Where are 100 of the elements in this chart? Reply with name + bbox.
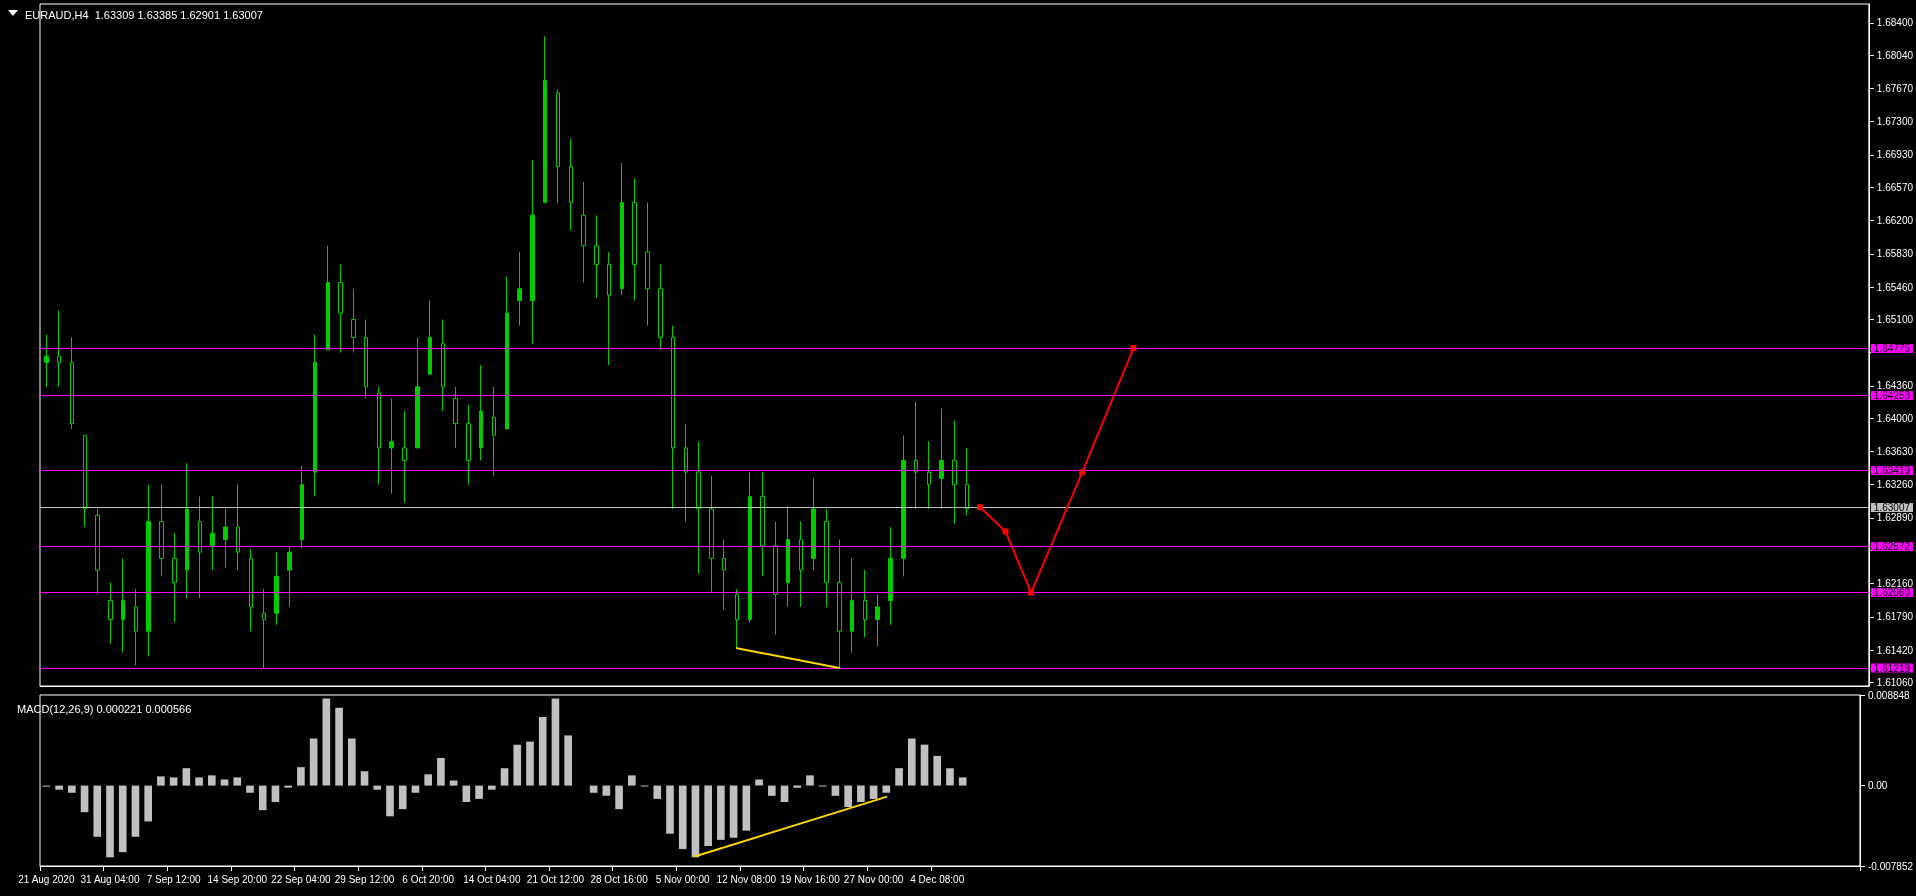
candlestick: [83, 434, 87, 528]
candlestick: [684, 423, 688, 523]
bar: [538, 716, 547, 786]
bar: [653, 785, 662, 799]
candlestick: [466, 404, 471, 486]
bar: [297, 767, 305, 786]
x-tick-label: 28 Oct 16:00: [590, 873, 649, 885]
candlestick: [581, 181, 586, 284]
candlestick: [428, 300, 432, 375]
point: [1079, 469, 1086, 476]
candlestick: [338, 264, 343, 354]
candlestick: [671, 325, 675, 510]
bar: [424, 774, 432, 786]
candlestick: [645, 202, 650, 327]
bar: [322, 698, 331, 786]
ref-line-label: 1.62060: [1873, 587, 1911, 599]
bar: [118, 785, 127, 853]
y-tick-label: 1.65830: [1876, 248, 1914, 260]
x-tick-label: 14 Oct 04:00: [463, 873, 521, 885]
candlestick: [159, 484, 164, 577]
bar: [844, 785, 852, 808]
candlestick: [441, 318, 445, 412]
bar: [920, 744, 929, 786]
y-tick-label: 1.66930: [1876, 149, 1914, 161]
y-tick-label: 1.65460: [1876, 281, 1914, 293]
candlestick: [351, 288, 356, 354]
bar: [564, 735, 572, 786]
y-tick-label: 1.63630: [1876, 445, 1914, 457]
x-tick-label: 7 Sep 12:00: [146, 873, 202, 885]
candlestick: [607, 251, 611, 366]
candlestick: [888, 526, 893, 626]
bar: [462, 785, 471, 802]
bar: [195, 777, 203, 786]
bar: [246, 785, 254, 793]
candlestick: [875, 593, 880, 647]
bar: [208, 775, 216, 786]
candlestick: [914, 401, 918, 510]
bar: [742, 785, 751, 831]
bar: [806, 775, 814, 786]
y-tick-label: 1.63260: [1876, 479, 1914, 491]
bar: [755, 779, 763, 786]
candlestick: [287, 545, 292, 608]
candlestick: [134, 588, 138, 666]
bar: [907, 738, 916, 786]
candlestick: [696, 441, 701, 575]
candlestick: [453, 386, 458, 449]
candlestick: [262, 588, 266, 669]
bar: [93, 785, 102, 837]
y-tick-label: 1.66570: [1876, 181, 1914, 193]
candlestick: [479, 364, 483, 461]
bar: [373, 785, 382, 790]
candlestick: [658, 264, 663, 351]
bar: [666, 785, 674, 834]
y-tick-label: 1.64000: [1876, 412, 1914, 424]
x-tick-label: 6 Oct 20:00: [402, 873, 455, 885]
candlestick: [108, 582, 113, 645]
bar: [309, 738, 318, 786]
candlestick: [44, 334, 49, 388]
candlestick: [517, 251, 522, 327]
candlestick: [620, 162, 624, 296]
text: MACD(12,26,9) 0.000221 0.000566: [17, 702, 192, 715]
bar: [933, 755, 942, 786]
candlestick: [952, 419, 957, 525]
candlestick: [185, 462, 189, 599]
candlestick: [722, 539, 726, 611]
ref-line-label: 1.62572: [1873, 541, 1911, 553]
bar: [958, 777, 967, 786]
candlestick: [377, 386, 381, 486]
candlestick: [236, 484, 240, 571]
candlestick: [326, 245, 330, 351]
y-tick-label: 1.61790: [1876, 611, 1914, 623]
candlestick: [530, 159, 535, 345]
candlestick: [95, 508, 100, 595]
y-tick-label: -0.007852: [1867, 860, 1914, 872]
candlestick: [837, 539, 842, 669]
bar: [717, 785, 725, 840]
bar: [258, 785, 267, 811]
bar: [335, 707, 343, 786]
bar: [220, 779, 229, 786]
bar: [386, 785, 394, 817]
point: [1002, 528, 1009, 535]
point: [1130, 345, 1137, 352]
bar: [602, 785, 611, 796]
candlestick: [786, 505, 790, 608]
ref-line-label: 1.61219: [1873, 662, 1911, 674]
point: [977, 504, 983, 511]
y-tick-label: 1.62890: [1876, 512, 1914, 524]
candlestick: [492, 386, 496, 477]
candlestick: [121, 557, 125, 654]
x-tick-label: 5 Nov 00:00: [655, 873, 711, 885]
candlestick: [70, 336, 74, 430]
y-tick-label: 0.008848: [1867, 689, 1911, 701]
x-tick-label: 4 Dec 08:00: [910, 873, 965, 885]
x-tick-label: 19 Nov 16:00: [780, 873, 841, 885]
candlestick: [824, 508, 829, 608]
x-tick-label: 22 Sep 04:00: [271, 873, 332, 885]
ref-line-label: 1.64775: [1873, 343, 1911, 355]
candlestick: [402, 410, 407, 504]
candlestick: [735, 588, 739, 649]
y-tick-label: 1.67300: [1876, 116, 1914, 128]
